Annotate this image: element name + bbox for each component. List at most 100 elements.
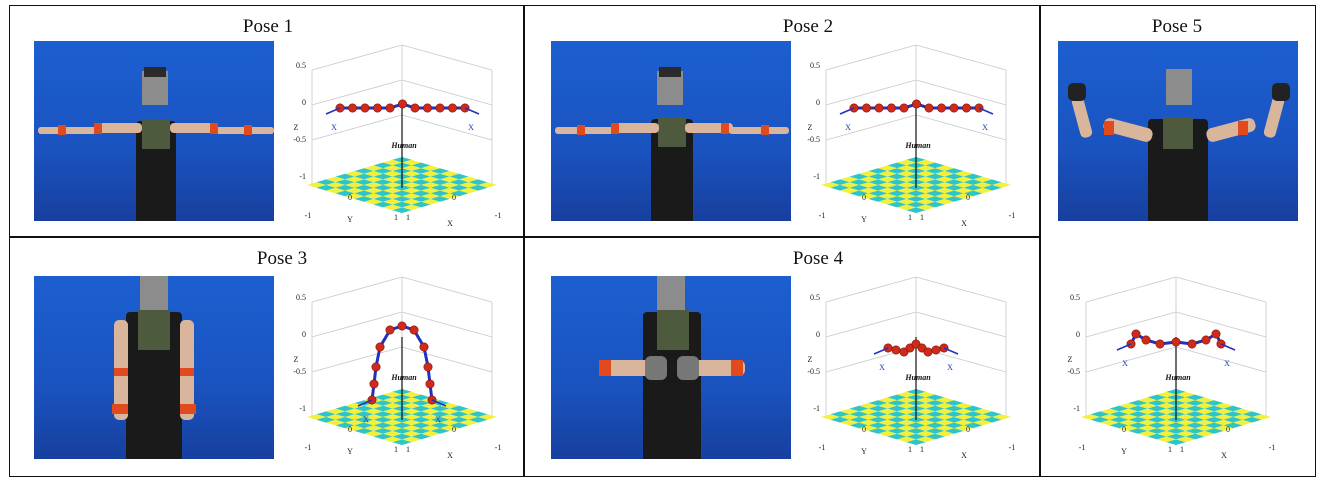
plot-svg: 0.5 0 -0.5 -1 Z -1 0 1 1 0 -1 Y X X X Human — [1067, 276, 1275, 460]
frame-axis-right — [1220, 343, 1236, 351]
floor-tile — [402, 425, 421, 431]
x-tick-label: 1 — [1180, 445, 1184, 454]
floor-tile — [887, 400, 907, 406]
z-tick-label: 0.5 — [810, 61, 820, 70]
floor-tile — [383, 403, 402, 409]
grid-line — [825, 311, 917, 338]
floor-tile — [954, 176, 973, 183]
floor-tile — [440, 425, 459, 431]
floor-tile — [459, 176, 478, 183]
skeleton-joint — [912, 99, 922, 109]
floor-tile — [1138, 397, 1157, 403]
floor-tile — [868, 428, 888, 434]
floor-tile — [859, 414, 878, 420]
floor-tile — [1176, 436, 1195, 443]
floor-tile — [402, 397, 421, 403]
z-tick-label: -1 — [299, 172, 306, 181]
floor-tile — [468, 179, 488, 185]
floor-tile — [830, 179, 850, 185]
floor-tile — [1147, 400, 1167, 406]
floor-tile — [916, 391, 935, 398]
floor-tile — [954, 182, 973, 188]
floor-tile — [1119, 408, 1138, 415]
floor-tile — [354, 168, 374, 174]
grid-line — [915, 311, 1007, 338]
floor-tile — [478, 414, 497, 420]
floor-tile — [1157, 425, 1176, 431]
floor-tile — [430, 428, 450, 434]
frame-axis-right — [464, 107, 480, 115]
floor-tile — [925, 394, 945, 401]
floor-tile — [1185, 422, 1205, 429]
floor-tile — [954, 193, 973, 199]
floor-tile — [440, 193, 459, 199]
floor-tile — [1176, 431, 1195, 437]
frame-label-right: X — [435, 415, 441, 424]
floor-tile — [1242, 411, 1262, 417]
floor-tile — [364, 403, 383, 409]
frame-axis-right — [943, 347, 959, 355]
grid-line — [401, 276, 493, 303]
floor-tile — [402, 403, 421, 409]
floor-tile — [430, 411, 450, 417]
floor-tile — [1176, 403, 1195, 409]
floor-tile — [392, 439, 412, 445]
floor-tile — [1195, 403, 1214, 409]
floor-tile — [449, 179, 469, 185]
x-tick-label: 1 — [920, 213, 924, 222]
skeleton-joint — [385, 103, 395, 113]
floor-tile — [373, 179, 393, 185]
floor-tile — [897, 397, 916, 403]
floor-tile — [402, 176, 421, 183]
floor-tile — [383, 176, 402, 183]
floor-tile — [326, 182, 345, 188]
y-tick-label: 1 — [1168, 445, 1172, 454]
y-axis-label: Y — [1121, 447, 1127, 456]
floor-tile — [402, 408, 421, 415]
skeleton-joint — [397, 321, 407, 331]
floor-tile — [411, 422, 431, 429]
floor-tile — [916, 397, 935, 403]
floor-tile — [1128, 400, 1148, 406]
frame-axis-left — [1116, 343, 1132, 351]
floor-tile — [478, 182, 497, 188]
floor-tile — [326, 176, 345, 183]
human-label: Human — [904, 373, 931, 382]
floor-tile — [411, 394, 431, 401]
grid-line — [1085, 311, 1177, 338]
floor-tile — [440, 182, 459, 188]
floor-tile — [1185, 394, 1205, 401]
floor-tile — [868, 422, 888, 429]
skeleton-joint — [347, 103, 357, 113]
floor-tile — [354, 185, 374, 191]
frame-axis-left — [873, 347, 889, 355]
floor-tile — [1138, 431, 1157, 437]
y-tick-label: 1 — [908, 445, 912, 454]
floor-tile — [935, 199, 954, 205]
floor-tile — [925, 190, 945, 197]
x-tick-label: 0 — [452, 425, 456, 434]
floor-tile — [1176, 425, 1195, 431]
frame-label-left: X — [363, 415, 369, 424]
floor-tile — [449, 185, 469, 191]
floor-tile — [1204, 417, 1224, 423]
floor-tile — [421, 165, 440, 171]
floor-tile — [383, 425, 402, 431]
floor-tile — [925, 428, 945, 434]
floor-tile — [1195, 408, 1214, 415]
skeleton-joint — [861, 103, 871, 113]
frame-axis-left — [839, 107, 855, 115]
floor-tile — [1204, 428, 1224, 434]
floor-tile — [383, 193, 402, 199]
y-tick-label: -1 — [819, 211, 826, 220]
x-tick-label: -1 — [495, 443, 502, 452]
floor-tile — [345, 403, 364, 409]
floor-tile — [1223, 411, 1243, 417]
floor-tile — [1242, 417, 1262, 423]
floor-tile — [963, 179, 983, 185]
floor-tile — [840, 182, 859, 188]
floor-tile — [1157, 436, 1176, 443]
floor-tile — [963, 411, 983, 417]
floor-tile — [906, 428, 926, 434]
floor-tile — [1223, 417, 1243, 423]
